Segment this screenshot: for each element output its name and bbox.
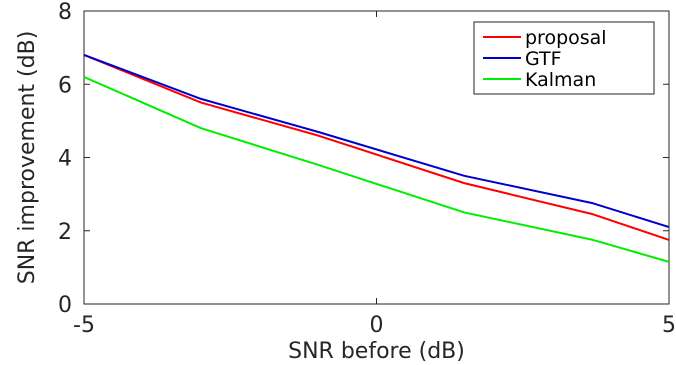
series-line-gtf <box>83 54 670 229</box>
legend-label-proposal: proposal <box>525 27 607 49</box>
x-tick-label: 5 <box>662 313 676 338</box>
series-lines <box>83 54 670 263</box>
series-line-proposal <box>83 54 670 241</box>
y-tick-label: 6 <box>58 73 72 98</box>
series-line-kalman <box>83 76 670 263</box>
x-tick-label: -5 <box>73 313 95 338</box>
axis-ticks <box>83 10 670 305</box>
x-axis-label: SNR before (dB) <box>288 339 465 364</box>
x-tick-label: 0 <box>370 313 384 338</box>
y-tick-label: 2 <box>58 220 72 245</box>
y-axis-label: SNR improvement (dB) <box>15 31 40 285</box>
y-tick-label: 0 <box>58 293 72 318</box>
y-tick-label: 4 <box>58 147 72 172</box>
legend-label-gtf: GTF <box>525 48 562 70</box>
y-tick-label: 8 <box>58 0 72 25</box>
legend-label-kalman: Kalman <box>525 69 596 91</box>
